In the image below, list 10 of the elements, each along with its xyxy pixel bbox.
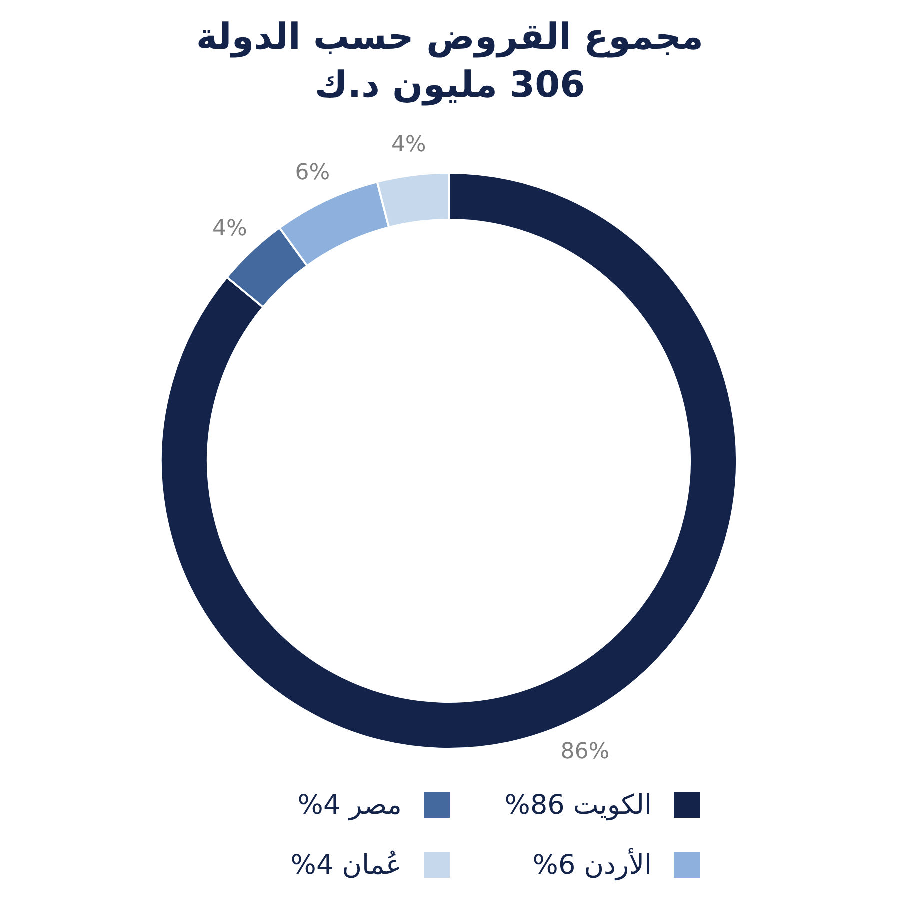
data-label: 6% (295, 160, 330, 186)
legend-label: الأردن 6% (532, 850, 652, 880)
chart-subtitle: 306 مليون د.ك (314, 64, 586, 108)
legend-label: مصر 4% (298, 790, 402, 820)
data-label: 86% (560, 740, 610, 765)
legend-label: عُمان 4% (290, 850, 402, 880)
legend-label: الكويت 86% (504, 790, 652, 820)
data-label: 4% (391, 132, 426, 158)
chart-title: مجموع القروض حسب الدولة (195, 16, 705, 60)
data-label: 4% (212, 216, 248, 242)
